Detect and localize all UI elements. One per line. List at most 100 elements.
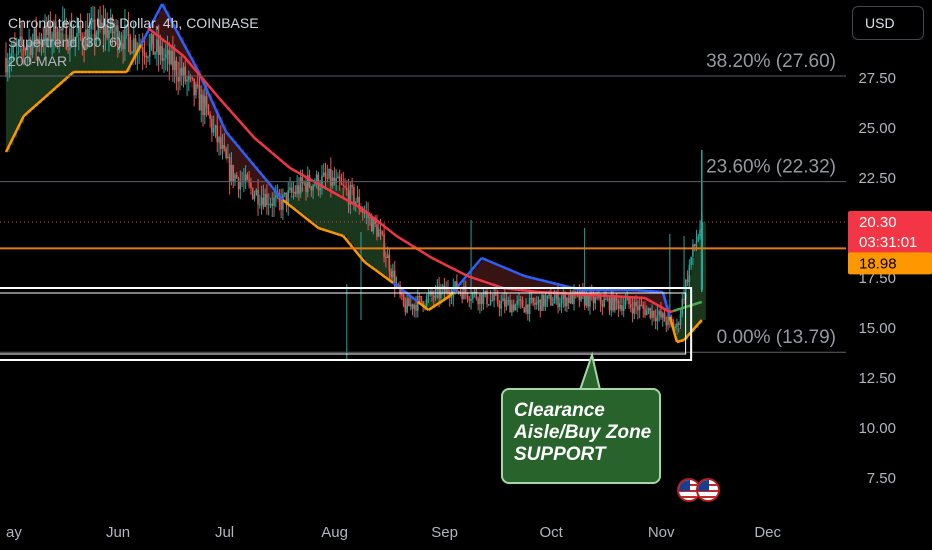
candle-body xyxy=(299,177,302,194)
ma-line xyxy=(335,192,341,198)
candle-body xyxy=(260,197,263,205)
candle-body xyxy=(523,307,526,313)
supertrend-line xyxy=(139,37,146,46)
supertrend-line xyxy=(531,276,536,280)
candle-body xyxy=(296,185,298,194)
supertrend-line xyxy=(527,275,532,279)
supertrend-line xyxy=(61,77,68,83)
supertrend-fill xyxy=(485,259,490,299)
supertrend-fill xyxy=(655,291,660,315)
supertrend-fill xyxy=(105,28,110,72)
currency-button[interactable]: USD xyxy=(852,6,924,40)
supertrend-line xyxy=(203,84,210,94)
candle-body xyxy=(38,38,41,45)
supertrend-line xyxy=(328,230,333,234)
supertrend-line xyxy=(125,64,132,73)
supertrend-line xyxy=(335,232,341,237)
candle-body xyxy=(606,298,609,300)
candle-body xyxy=(189,76,192,78)
supertrend-line xyxy=(545,280,550,284)
candle-body xyxy=(56,44,59,46)
ma-line xyxy=(260,143,266,148)
supertrend-line xyxy=(484,258,490,263)
candle-body xyxy=(679,314,682,325)
ma-line xyxy=(189,63,196,70)
us-flag-icon[interactable] xyxy=(696,478,720,502)
candle-body xyxy=(571,292,574,304)
candle-body xyxy=(76,33,78,38)
supertrend-fill xyxy=(290,195,295,206)
supertrend-fill xyxy=(48,34,53,94)
fib-label: 23.60% (22.32) xyxy=(706,157,836,178)
candle-body xyxy=(479,293,481,305)
candle-body xyxy=(129,36,132,54)
supertrend-fill xyxy=(165,10,170,60)
supertrend-line xyxy=(274,190,281,197)
y-tick-label: 7.50 xyxy=(867,470,896,487)
ma-line xyxy=(228,109,235,115)
candle-body xyxy=(6,65,9,73)
indicator-lines xyxy=(4,3,703,344)
ma-line xyxy=(427,254,433,260)
ma-line xyxy=(314,180,320,186)
supertrend-fill xyxy=(471,270,476,294)
candle-body xyxy=(543,294,545,307)
candle-body xyxy=(148,43,151,57)
candle-body xyxy=(619,304,621,309)
candle-body xyxy=(85,29,87,50)
candle-body xyxy=(184,66,187,82)
supertrend-fill xyxy=(59,32,64,85)
supertrend-line xyxy=(473,261,480,268)
supertrend-fill xyxy=(84,36,89,72)
ma-line xyxy=(356,204,362,210)
candle-body xyxy=(221,145,224,150)
ma-line xyxy=(210,88,217,95)
candle-body xyxy=(688,265,691,282)
candle-body xyxy=(585,295,588,306)
supertrend-line xyxy=(392,281,398,287)
candle-body xyxy=(695,241,698,247)
supertrend-line xyxy=(299,213,305,218)
candle-body xyxy=(95,34,98,40)
supertrend-line xyxy=(47,89,53,95)
y-tick-label: 10.00 xyxy=(858,420,896,437)
supertrend-line xyxy=(146,23,153,32)
x-tick-label: Aug xyxy=(321,524,348,541)
supertrend-line xyxy=(69,71,75,77)
candle-body xyxy=(317,174,320,191)
candle-body xyxy=(172,50,174,71)
ma-line xyxy=(296,170,302,176)
candle-body xyxy=(697,236,700,242)
ma-line xyxy=(172,46,178,52)
supertrend-line xyxy=(150,17,157,25)
candle-body xyxy=(370,216,373,232)
candle-body xyxy=(338,176,341,183)
symbol-title[interactable]: Chrono.tech / US Dollar, 4h, COINBASE xyxy=(8,15,259,31)
candle-body xyxy=(237,178,240,190)
supertrend-fill xyxy=(45,36,50,98)
candle-body xyxy=(349,185,352,205)
candle-body xyxy=(635,301,637,307)
supertrend-fill xyxy=(698,234,703,324)
ma-line xyxy=(669,309,674,314)
candle-body xyxy=(393,270,396,287)
ma-line xyxy=(346,198,351,204)
candle-body xyxy=(653,310,655,318)
candle-body xyxy=(259,204,261,206)
supertrend-legend[interactable]: Supertrend (30, 6) xyxy=(8,34,122,50)
candle-body xyxy=(351,185,353,188)
ma-legend[interactable]: 200-MAR xyxy=(8,53,68,69)
candle-body xyxy=(12,44,14,54)
candle-body xyxy=(559,303,561,308)
candle-body xyxy=(283,192,286,195)
supertrend-line xyxy=(455,282,462,289)
ma-line xyxy=(456,269,461,274)
supertrend-line xyxy=(668,316,675,330)
candle-body xyxy=(60,28,62,31)
candle-body xyxy=(154,52,156,55)
candle-body xyxy=(275,195,277,198)
candle-body xyxy=(440,289,442,299)
supertrend-fill xyxy=(652,291,657,312)
candle-body xyxy=(443,285,446,293)
